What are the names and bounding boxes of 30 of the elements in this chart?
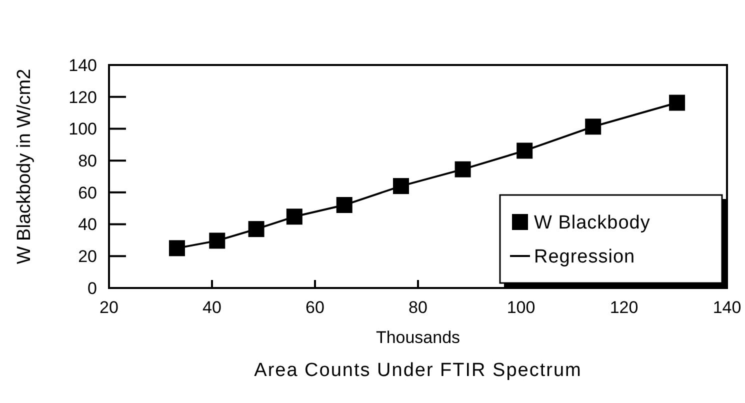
- y-tick-label: 80: [78, 152, 97, 171]
- point: [516, 142, 533, 159]
- y-axis-title: W Blackbody in W/cm2: [14, 68, 35, 264]
- x-tick-label: 60: [306, 298, 324, 317]
- legend-label: Regression: [534, 246, 636, 268]
- point: [585, 118, 602, 135]
- point: [286, 208, 302, 225]
- y-tick-label: 120: [68, 88, 97, 107]
- y-tick-label: 0: [88, 278, 97, 298]
- y-tick-label: 20: [78, 247, 97, 266]
- y-tick-label: 60: [78, 183, 97, 202]
- y-tick-label: 100: [68, 120, 97, 139]
- x-axis-title: Thousands: [376, 328, 460, 347]
- x-tick-label: 20: [100, 298, 118, 317]
- x-tick-label: 140: [712, 298, 742, 317]
- point: [209, 232, 226, 249]
- point: [454, 161, 471, 178]
- y-tick-label: 40: [78, 215, 97, 234]
- y-tick-label: 140: [68, 56, 97, 75]
- x-tick-label: 100: [506, 298, 536, 317]
- text: Area Counts Under FTIR Spectrum: [254, 360, 582, 381]
- point: [168, 240, 185, 256]
- point: [248, 221, 264, 238]
- x-tick-label: 120: [610, 298, 638, 317]
- x-tick-label: 40: [202, 298, 222, 317]
- x-tick-label: 80: [408, 298, 428, 317]
- point: [336, 197, 352, 214]
- legend-label: W Blackbody: [534, 212, 650, 234]
- point: [669, 94, 686, 111]
- point: [393, 178, 410, 194]
